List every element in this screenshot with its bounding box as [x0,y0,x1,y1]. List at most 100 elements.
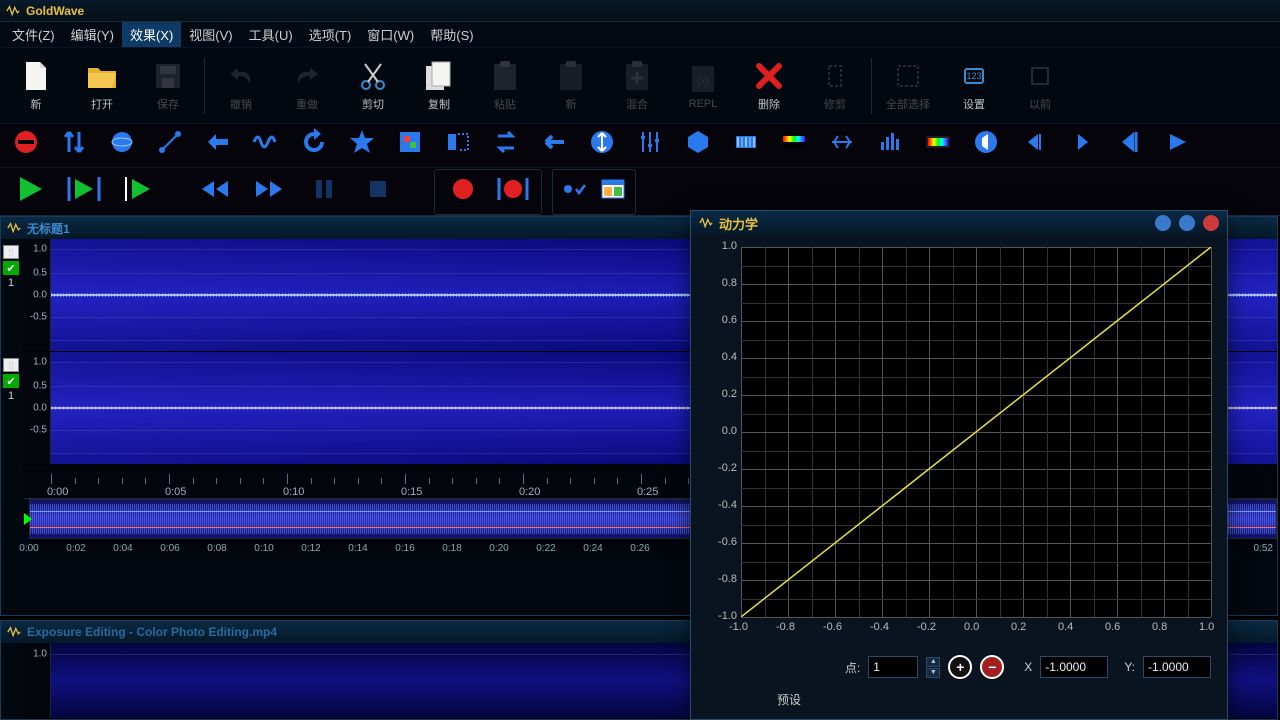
menu-options[interactable]: 选项(T) [301,22,360,47]
fx-equalizer-button[interactable] [630,127,670,165]
overview-cursor-icon[interactable] [24,513,32,525]
workspace: 无标题1 ▯ ✔ 1 1.0 0.5 0.0 -0.5 [0,216,1280,720]
fx-stereo-button[interactable] [966,127,1006,165]
menu-file[interactable]: 文件(Z) [4,22,63,47]
fx-maxmatch-button[interactable] [1110,127,1150,165]
paste-new-button[interactable]: 新 [539,52,603,120]
channel-enabled-icon[interactable]: ✔ [3,261,19,275]
pan-right-icon [1068,128,1096,163]
add-point-button[interactable]: + [948,655,972,679]
window-icon [601,179,625,204]
fx-plugin-button[interactable] [390,127,430,165]
replace-button[interactable]: {x}REPL [671,52,735,120]
rewind-button[interactable] [194,172,238,212]
menu-window[interactable]: 窗口(W) [359,22,422,47]
dialog-titlebar[interactable]: 动力学 [691,211,1227,235]
fx-dynamics-button[interactable] [150,127,190,165]
paste-button[interactable]: 粘贴 [473,52,537,120]
trim-button[interactable]: 修剪 [803,52,867,120]
fx-doppler-button[interactable] [102,127,142,165]
remove-point-button[interactable]: − [980,655,1004,679]
pause-button[interactable] [302,172,346,212]
fx-invert-button[interactable] [486,127,526,165]
fx-lowpass-button[interactable] [678,127,718,165]
fx-interpolate-button[interactable] [438,127,478,165]
x-value-input[interactable] [1040,656,1108,678]
fx-echo-button[interactable] [198,127,238,165]
select-all-icon [892,60,924,92]
channel-marker-icon[interactable]: ▯ [3,245,19,259]
fx-silence-button[interactable] [822,127,862,165]
fx-spectrum-button[interactable] [918,127,958,165]
fx-flanger-button[interactable] [342,127,382,165]
play-button[interactable] [8,172,52,212]
doc-logo-icon [7,625,21,639]
open-button[interactable]: 打开 [70,52,134,120]
menu-tools[interactable]: 工具(U) [241,22,301,47]
play-bracket-icon [65,173,103,210]
record-icon [449,175,477,208]
crop-prev-button[interactable]: 以前 [1008,52,1072,120]
y-value-input[interactable] [1143,656,1211,678]
fx-volmatch-button[interactable] [1158,127,1198,165]
fx-noise-button[interactable] [726,127,766,165]
play-selection-button[interactable] [62,172,106,212]
dialog-minimize-button[interactable] [1155,215,1171,231]
record-selection-button[interactable] [491,172,535,212]
redo-button[interactable]: 重做 [275,52,339,120]
swap-icon [492,128,520,163]
settings-button[interactable]: 123设置 [942,52,1006,120]
echo-icon [204,128,232,163]
fx-mechanize-button[interactable] [534,127,574,165]
x-label: X [1024,660,1032,674]
app-titlebar: GoldWave [0,0,1280,22]
menu-effect[interactable]: 效果(X) [122,22,181,47]
point-index-input[interactable] [868,656,918,678]
channel-marker-icon[interactable]: ▯ [3,358,19,372]
fx-channel-l-button[interactable] [1014,127,1054,165]
play-icon [14,173,46,210]
mix-button[interactable]: 混合 [605,52,669,120]
fx-channel-r-button[interactable] [1062,127,1102,165]
undo-button[interactable]: 撤销 [209,52,273,120]
doc2-title: Exposure Editing - Color Photo Editing.m… [27,625,277,639]
gradient-icon [924,128,952,163]
channel-enabled-icon[interactable]: ✔ [3,374,19,388]
toolbar-separator [871,58,872,114]
fx-smoother-button[interactable] [870,127,910,165]
record-button[interactable] [441,172,485,212]
stop-button[interactable] [356,172,400,212]
fx-offset-button[interactable] [582,127,622,165]
play-from-button[interactable] [116,172,160,212]
svg-text:123: 123 [966,71,981,81]
crop-left-icon [1024,60,1056,92]
clipboard-new-icon [555,60,587,92]
copy-button[interactable]: 复制 [407,52,471,120]
cut-button[interactable]: 剪切 [341,52,405,120]
menu-help[interactable]: 帮助(S) [422,22,481,47]
dialog-close-button[interactable] [1203,215,1219,231]
fx-parametric-button[interactable] [774,127,814,165]
fx-reverse-button[interactable] [294,127,334,165]
delete-button[interactable]: 删除 [737,52,801,120]
options-group [552,169,636,215]
forward-button[interactable] [248,172,292,212]
fx-compressor-button[interactable] [54,127,94,165]
new-button[interactable]: 新 [4,52,68,120]
fx-censor-button[interactable] [6,127,46,165]
bracket-left-icon [1116,128,1144,163]
dialog-maximize-button[interactable] [1179,215,1195,231]
opt-window-button[interactable] [597,172,629,212]
menu-edit[interactable]: 编辑(Y) [63,22,122,47]
vol-shape-icon [1164,128,1192,163]
dynamics-graph[interactable] [741,247,1211,617]
select-all-button[interactable]: 全部选择 [876,52,940,120]
save-button[interactable]: 保存 [136,52,200,120]
barcode-icon [732,128,760,163]
menu-view[interactable]: 视图(V) [181,22,240,47]
spin-up-button[interactable]: ▲ [926,657,940,667]
opt-loop-button[interactable] [559,172,591,212]
spin-down-button[interactable]: ▼ [926,668,940,678]
main-toolbar: 新 打开 保存 撤销 重做 剪切 复制 粘贴 新 混合 {x}REPL 删除 修… [0,48,1280,124]
fx-reverb-button[interactable] [246,127,286,165]
